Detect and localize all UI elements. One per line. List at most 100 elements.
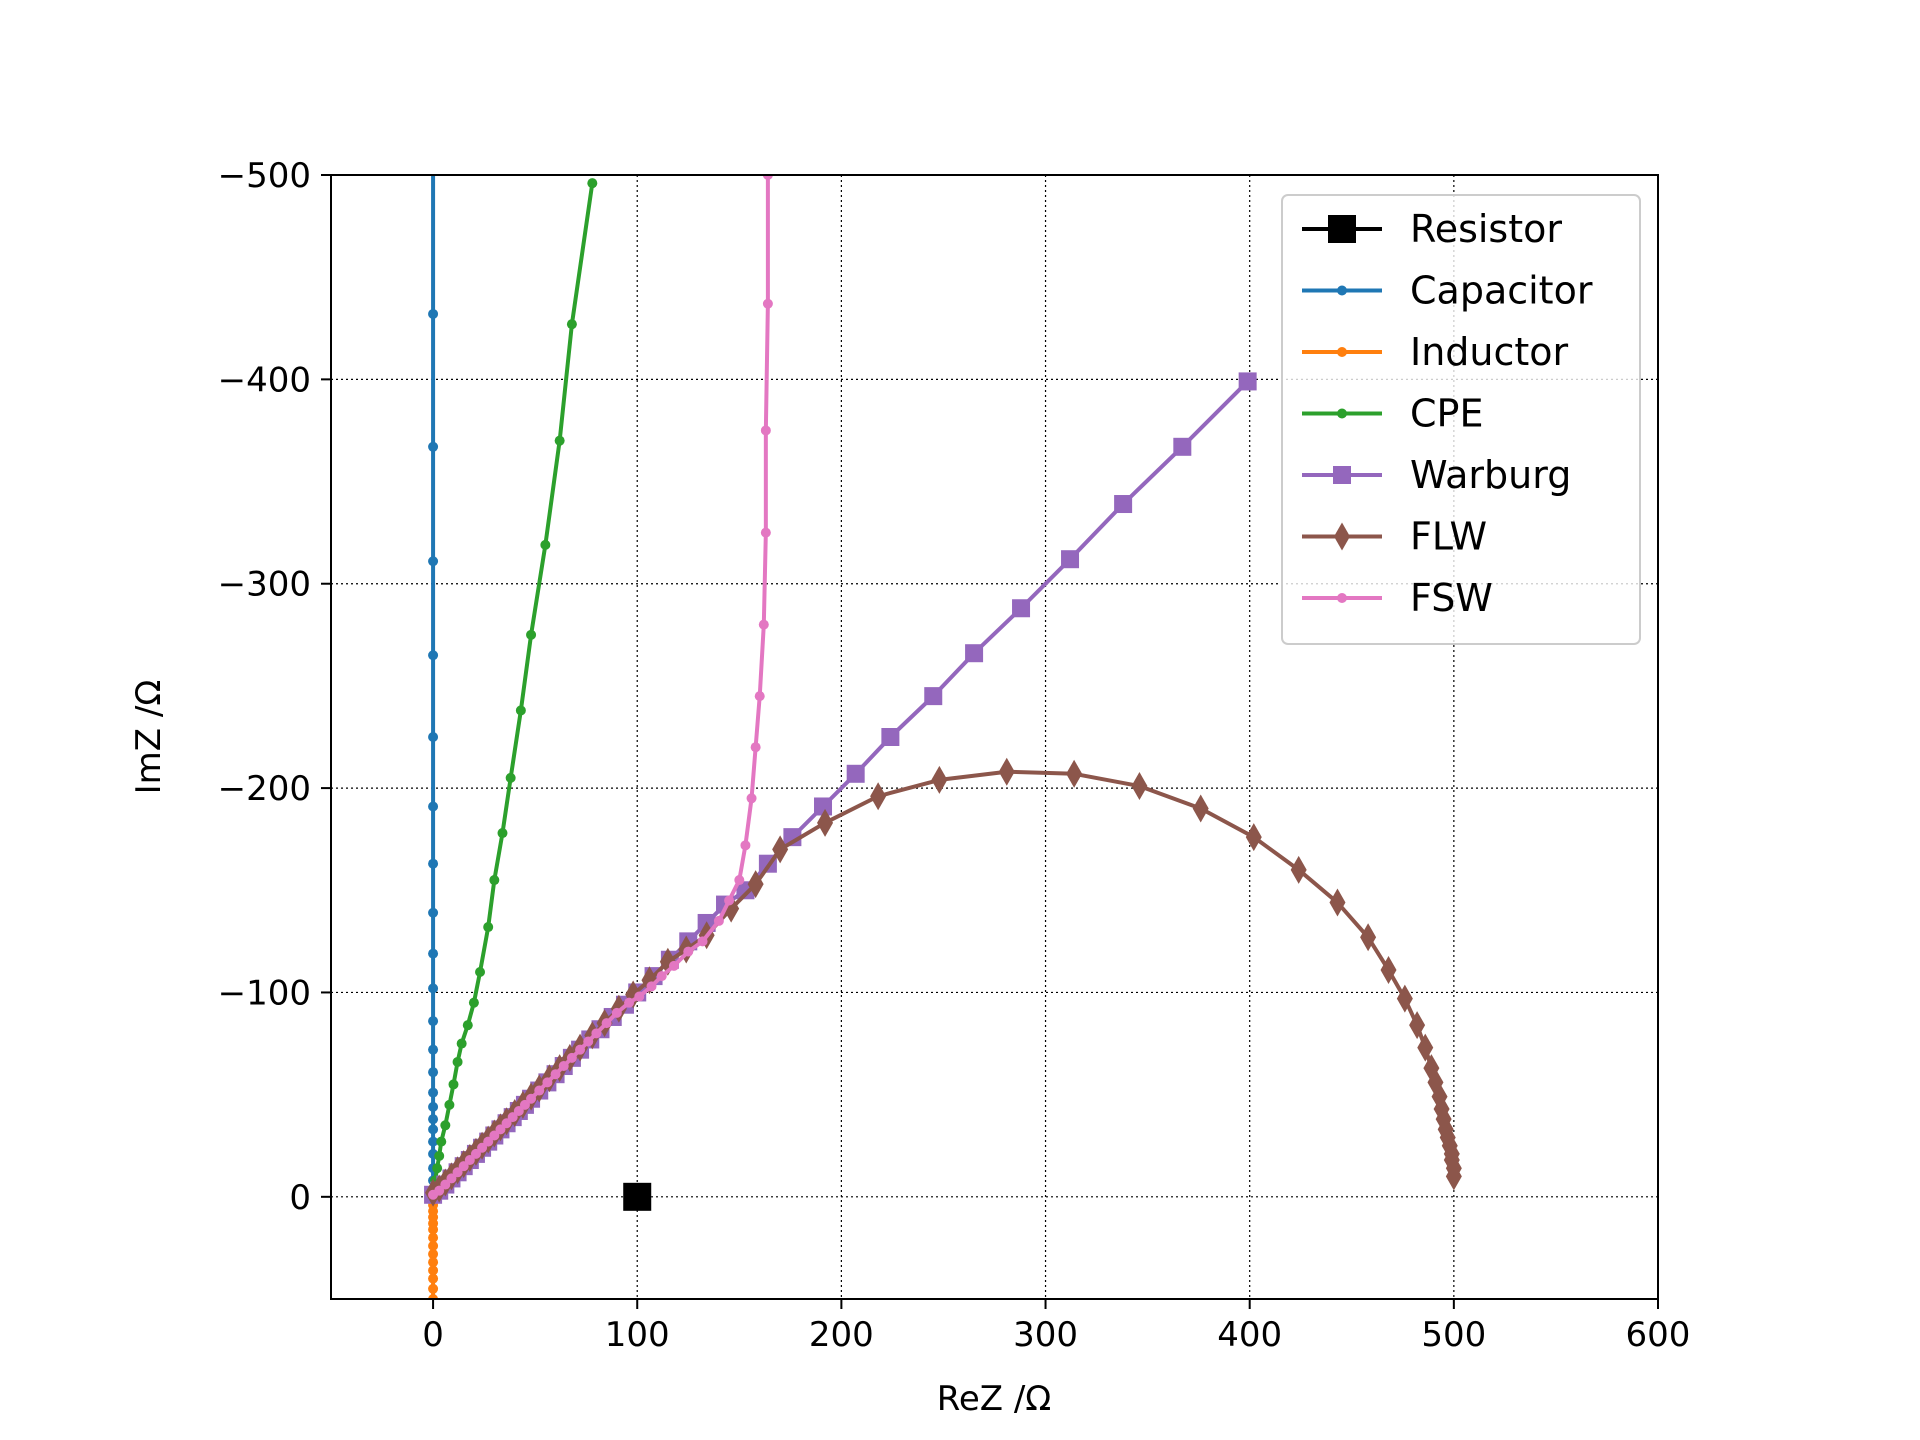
data-point-fsw [762,175,773,180]
legend: Resistor Capacitor Inductor CPE Warburg FLW FS… [1281,194,1641,645]
series-capacitor [428,175,439,1196]
data-point-fsw [758,619,769,630]
data-point-fsw [534,1085,545,1096]
data-point-capacitor [428,1114,439,1125]
x-tick-label: 0 [422,1315,444,1355]
data-point-inductor [428,1273,439,1284]
axis-ticks: 0 100 200 300 400 500 600 0 −100 −200 −300 −400 −500 [218,156,1691,1355]
data-point-warburg [1114,495,1133,514]
data-point-warburg [1238,372,1257,391]
data-point-fsw [526,1093,537,1104]
series-line-cpe [433,182,595,1181]
y-tick-label: 0 [289,1178,311,1218]
legend-label: Capacitor [1410,269,1593,313]
legend-swatch-marker [1334,522,1350,551]
data-point-cpe [448,1079,459,1090]
data-point-capacitor [428,948,439,959]
data-point-cpe [468,997,479,1008]
data-point-warburg [965,644,984,663]
data-point-fsw [542,1077,553,1088]
data-point-cpe [526,629,537,640]
legend-item-warburg: Warburg [1302,453,1571,497]
data-point-fsw [464,1155,475,1166]
data-point-fsw [760,527,771,538]
data-point-flw [1396,984,1413,1013]
data-point-warburg [1173,437,1192,456]
data-point-flw [1066,759,1083,788]
data-point-flw [1445,1162,1462,1191]
data-point-fsw [601,1018,612,1029]
data-point-fsw [634,991,645,1002]
legend-item-inductor: Inductor [1302,330,1569,374]
data-point-fsw [470,1148,481,1159]
data-point-capacitor [428,556,439,567]
x-tick-label: 100 [605,1315,670,1355]
series-inductor [428,1193,439,1299]
data-point-capacitor [428,1124,439,1135]
data-point-cpe [456,1038,467,1049]
data-point-capacitor [428,1067,439,1078]
data-point-fsw [434,1185,445,1196]
data-point-inductor [428,1232,439,1243]
data-point-capacitor [428,1016,439,1027]
data-point-inductor [428,1257,439,1268]
data-point-cpe [566,319,577,330]
data-point-capacitor [428,907,439,918]
data-point-fsw [483,1136,494,1147]
y-tick-label: −100 [218,973,311,1013]
x-tick-label: 500 [1421,1315,1486,1355]
x-tick-label: 400 [1217,1315,1282,1355]
data-point-warburg [1061,550,1080,569]
data-point-fsw [656,971,667,982]
data-point-flw [870,782,887,811]
data-point-inductor [428,1283,439,1294]
data-point-fsw [750,742,761,753]
data-point-flw [1417,1033,1434,1062]
data-point-capacitor [428,983,439,994]
data-point-warburg [924,687,943,706]
y-tick-label: −300 [218,565,311,605]
legend-label: FLW [1410,515,1487,559]
data-point-cpe [434,1150,445,1161]
x-tick-label: 300 [1013,1315,1078,1355]
legend-item-fsw: FSW [1302,576,1493,620]
data-point-capacitor [428,308,439,319]
plot-area-frame [330,174,1659,1300]
series-resistor [623,1182,652,1211]
legend-item-cpe: CPE [1302,392,1483,436]
data-point-fsw [501,1118,512,1129]
data-point-flw [1409,1011,1426,1040]
data-point-fsw [713,915,724,926]
data-point-fsw [513,1105,524,1116]
data-point-fsw [762,298,773,309]
data-point-capacitor [428,801,439,812]
data-point-flw [931,765,948,794]
data-point-warburg [881,728,900,746]
data-point-flw [1290,855,1307,884]
data-point-flw [772,835,789,864]
data-point-cpe [440,1120,451,1131]
data-point-fsw [583,1036,594,1047]
data-point-flw [998,757,1015,786]
data-point-flw [1360,923,1377,952]
data-point-fsw [668,960,679,971]
data-point-cpe [462,1020,473,1031]
data-point-cpe [540,539,551,550]
data-point-fsw [754,691,765,702]
data-point-cpe [587,178,598,189]
legend-frame [1281,194,1641,645]
series-cpe [430,178,598,1186]
data-point-cpe [515,705,526,716]
y-tick-label: −200 [218,769,311,809]
legend-swatch-marker [1333,466,1351,484]
legend-item-flw: FLW [1302,515,1487,559]
data-point-cpe [436,1136,447,1147]
data-point-cpe [483,922,494,933]
y-axis-label: ImZ /Ω [129,680,169,795]
data-point-fsw [440,1179,451,1190]
data-point-capacitor [428,1044,439,1055]
data-point-resistor [623,1182,652,1211]
y-tick-label: −400 [218,360,311,400]
legend-label: CPE [1410,392,1483,436]
